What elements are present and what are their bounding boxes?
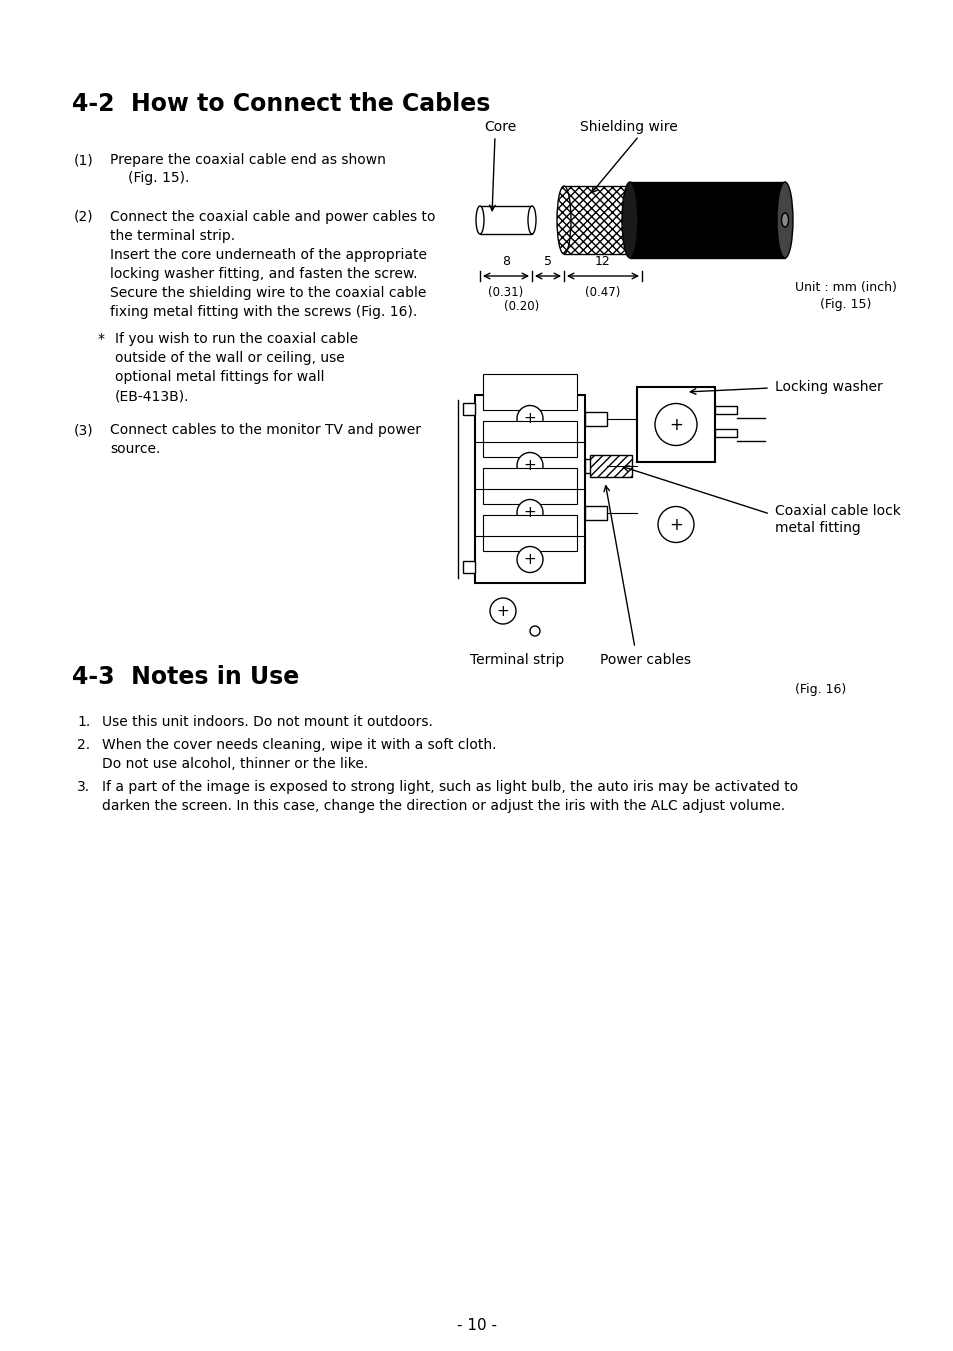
- Bar: [637, 386, 714, 462]
- Bar: [714, 407, 737, 413]
- Text: the terminal strip.: the terminal strip.: [110, 230, 234, 243]
- Text: (Fig. 16): (Fig. 16): [794, 684, 845, 696]
- Text: Connect cables to the monitor TV and power: Connect cables to the monitor TV and pow…: [110, 423, 420, 436]
- Text: *: *: [98, 332, 105, 346]
- Text: +: +: [523, 505, 536, 520]
- Text: Shielding wire: Shielding wire: [579, 120, 678, 134]
- Ellipse shape: [776, 182, 792, 258]
- Circle shape: [517, 453, 542, 478]
- Text: outside of the wall or ceiling, use: outside of the wall or ceiling, use: [115, 351, 344, 365]
- Bar: [482, 422, 577, 457]
- Text: 3.: 3.: [77, 780, 90, 794]
- Circle shape: [517, 500, 542, 526]
- Text: locking washer fitting, and fasten the screw.: locking washer fitting, and fasten the s…: [110, 267, 417, 281]
- Text: source.: source.: [110, 442, 160, 457]
- Bar: [714, 430, 737, 436]
- Text: (0.47): (0.47): [585, 286, 620, 299]
- Text: +: +: [523, 553, 536, 567]
- Text: darken the screen. In this case, change the direction or adjust the iris with th: darken the screen. In this case, change …: [102, 798, 784, 813]
- Text: +: +: [497, 604, 509, 619]
- Circle shape: [655, 404, 697, 446]
- Bar: [584, 412, 606, 426]
- Text: Power cables: Power cables: [599, 653, 690, 667]
- Ellipse shape: [621, 182, 638, 258]
- Bar: [584, 458, 606, 473]
- Bar: [589, 454, 631, 477]
- Text: Secure the shielding wire to the coaxial cable: Secure the shielding wire to the coaxial…: [110, 286, 426, 300]
- Circle shape: [530, 626, 539, 636]
- Text: (0.20): (0.20): [504, 300, 539, 313]
- Text: Do not use alcohol, thinner or the like.: Do not use alcohol, thinner or the like.: [102, 757, 368, 771]
- Text: Use this unit indoors. Do not mount it outdoors.: Use this unit indoors. Do not mount it o…: [102, 715, 433, 730]
- Text: Core: Core: [483, 120, 516, 134]
- Text: (1): (1): [74, 153, 93, 168]
- Text: (Fig. 15).: (Fig. 15).: [128, 172, 190, 185]
- Bar: [482, 469, 577, 504]
- Text: Connect the coaxial cable and power cables to: Connect the coaxial cable and power cabl…: [110, 209, 435, 224]
- Text: (3): (3): [74, 423, 93, 436]
- Bar: [629, 182, 784, 258]
- Text: 4-2  How to Connect the Cables: 4-2 How to Connect the Cables: [71, 92, 490, 116]
- Text: 5: 5: [543, 255, 552, 267]
- Bar: [479, 205, 532, 234]
- Text: 8: 8: [501, 255, 510, 267]
- Text: Terminal strip: Terminal strip: [470, 653, 563, 667]
- Bar: [584, 505, 606, 520]
- Circle shape: [490, 598, 516, 624]
- Bar: [475, 394, 584, 584]
- Text: +: +: [523, 411, 536, 426]
- Text: Unit : mm (inch): Unit : mm (inch): [794, 281, 896, 295]
- Bar: [482, 374, 577, 411]
- Text: Insert the core underneath of the appropriate: Insert the core underneath of the approp…: [110, 249, 427, 262]
- Text: 4-3  Notes in Use: 4-3 Notes in Use: [71, 665, 299, 689]
- Text: If you wish to run the coaxial cable: If you wish to run the coaxial cable: [115, 332, 357, 346]
- Text: (0.31): (0.31): [488, 286, 523, 299]
- Bar: [462, 561, 475, 573]
- Text: Prepare the coaxial cable end as shown: Prepare the coaxial cable end as shown: [110, 153, 385, 168]
- Text: (EB-413B).: (EB-413B).: [115, 389, 190, 403]
- Text: - 10 -: - 10 -: [456, 1319, 497, 1333]
- Text: fixing metal fitting with the screws (Fig. 16).: fixing metal fitting with the screws (Fi…: [110, 305, 416, 319]
- Bar: [462, 403, 475, 415]
- Text: 2.: 2.: [77, 738, 90, 753]
- Circle shape: [658, 507, 693, 543]
- Text: 1.: 1.: [77, 715, 91, 730]
- Text: +: +: [668, 416, 682, 434]
- Text: (Fig. 15): (Fig. 15): [820, 299, 870, 311]
- Text: (2): (2): [74, 209, 93, 224]
- Text: When the cover needs cleaning, wipe it with a soft cloth.: When the cover needs cleaning, wipe it w…: [102, 738, 496, 753]
- Bar: [482, 515, 577, 551]
- Ellipse shape: [635, 186, 648, 254]
- Text: metal fitting: metal fitting: [774, 521, 860, 535]
- Text: +: +: [523, 458, 536, 473]
- Ellipse shape: [476, 205, 483, 234]
- Circle shape: [517, 405, 542, 431]
- Text: optional metal fittings for wall: optional metal fittings for wall: [115, 370, 324, 384]
- Text: +: +: [668, 516, 682, 534]
- Ellipse shape: [527, 205, 536, 234]
- Circle shape: [517, 547, 542, 573]
- Ellipse shape: [557, 186, 571, 254]
- Text: 12: 12: [595, 255, 610, 267]
- Text: If a part of the image is exposed to strong light, such as light bulb, the auto : If a part of the image is exposed to str…: [102, 780, 798, 794]
- Text: Coaxial cable lock: Coaxial cable lock: [774, 504, 900, 517]
- Bar: [563, 186, 641, 254]
- Ellipse shape: [781, 213, 788, 227]
- Text: Locking washer: Locking washer: [774, 380, 882, 394]
